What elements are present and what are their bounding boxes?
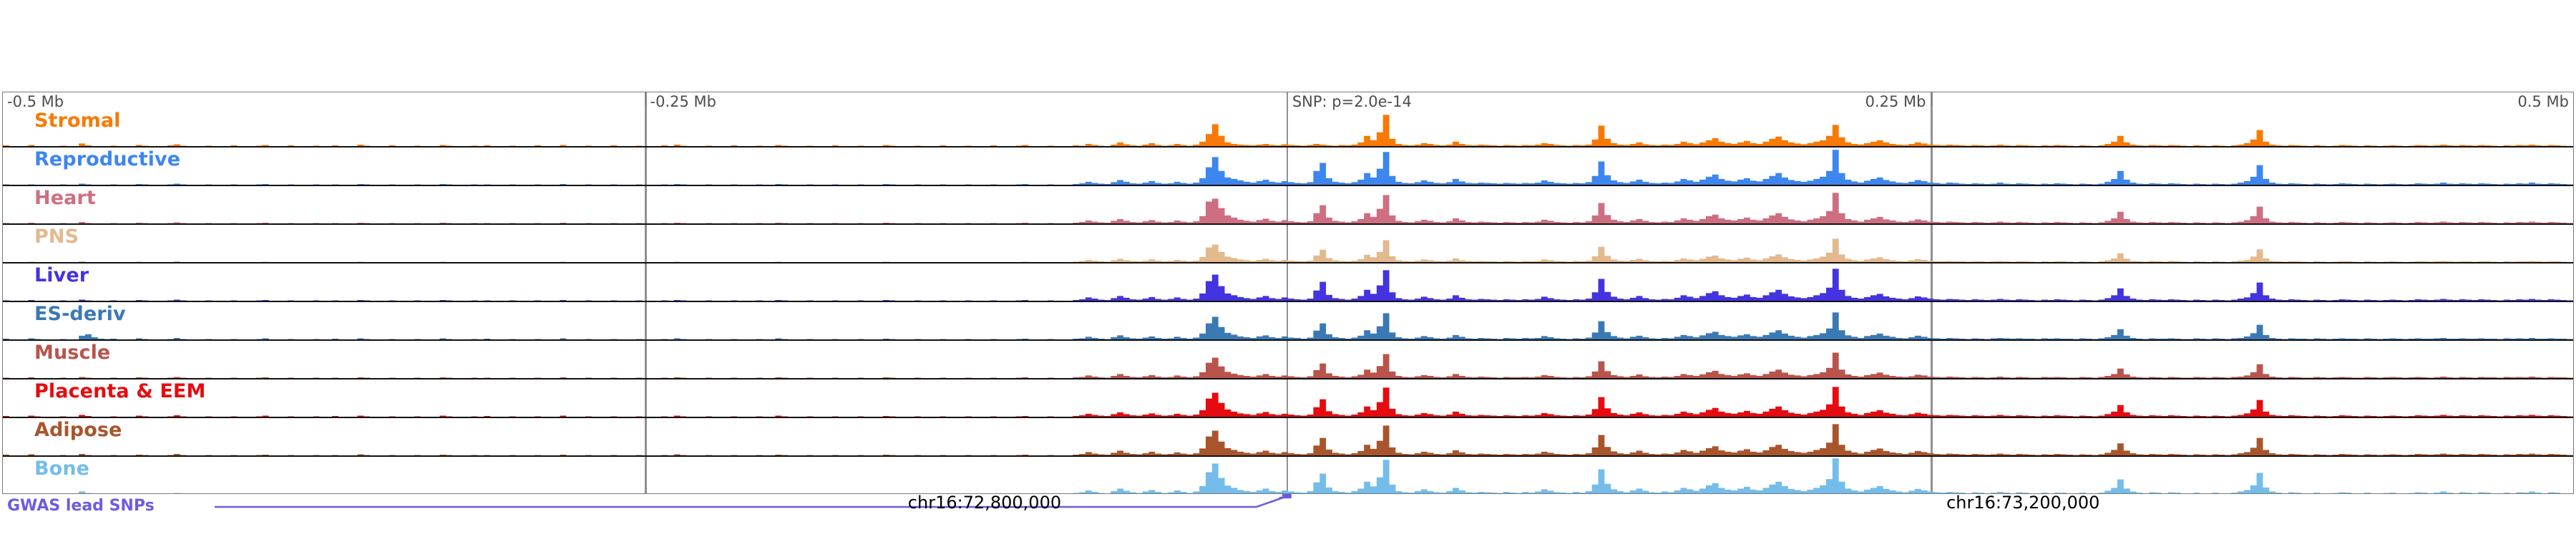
- track-separator: [3, 378, 2573, 379]
- gwas-track-label: GWAS lead SNPs: [7, 497, 155, 515]
- signal-track[interactable]: Bone: [3, 456, 2573, 493]
- track-separator: [3, 301, 2573, 302]
- vertical-guideline-quarter-tick: [1931, 92, 1933, 493]
- signal-waveform: [3, 417, 2573, 456]
- signal-track[interactable]: Muscle: [3, 340, 2573, 379]
- signal-waveform: [3, 108, 2573, 147]
- track-separator: [3, 262, 2573, 263]
- ruler-label: 0.5 Mb: [2517, 93, 2569, 110]
- gwas-lead-snps-track[interactable]: GWAS lead SNPs chr16:72,800,000 chr16:73,…: [0, 494, 2576, 537]
- signal-track[interactable]: Stromal: [3, 108, 2573, 147]
- signal-track[interactable]: ES-deriv: [3, 301, 2573, 340]
- track-label-es-deriv: ES-deriv: [34, 303, 126, 325]
- snp-pvalue-annotation: SNP: p=2.0e-14: [1292, 93, 1412, 110]
- signal-track[interactable]: Placenta & EEM: [3, 379, 2573, 417]
- genomic-coordinate-label: chr16:73,200,000: [1946, 493, 2100, 513]
- track-label-bone: Bone: [34, 458, 90, 480]
- ruler-label: -0.25 Mb: [650, 93, 716, 110]
- vertical-guideline-snp-position: [1286, 92, 1289, 493]
- signal-waveform: [3, 379, 2573, 417]
- track-separator: [3, 146, 2573, 147]
- signal-waveform: [3, 456, 2573, 493]
- track-separator: [3, 417, 2573, 418]
- vertical-guideline-quarter-tick: [645, 92, 647, 493]
- signal-track[interactable]: Liver: [3, 263, 2573, 301]
- gwas-lead-snp-marker[interactable]: [1282, 494, 1292, 498]
- ruler-label: 0.25 Mb: [1865, 93, 1926, 110]
- track-label-stromal: Stromal: [34, 110, 121, 132]
- signal-track[interactable]: Adipose: [3, 417, 2573, 456]
- ruler-label: -0.5 Mb: [7, 93, 64, 110]
- gwas-connector-line: [215, 495, 1286, 508]
- genomic-coordinate-label: chr16:72,800,000: [907, 493, 1062, 513]
- track-label-muscle: Muscle: [34, 342, 111, 364]
- track-separator: [3, 339, 2573, 341]
- signal-waveform: [3, 224, 2573, 263]
- track-label-reproductive: Reproductive: [34, 148, 181, 170]
- track-separator: [3, 185, 2573, 186]
- signal-track[interactable]: PNS: [3, 224, 2573, 263]
- track-label-pns: PNS: [34, 226, 79, 248]
- track-label-liver: Liver: [34, 264, 89, 286]
- signal-waveform: [3, 185, 2573, 224]
- signal-waveform: [3, 147, 2573, 185]
- track-separator: [3, 223, 2573, 225]
- signal-waveform: [3, 263, 2573, 301]
- signal-track[interactable]: Reproductive: [3, 147, 2573, 185]
- track-separator: [3, 455, 2573, 457]
- track-label-placenta-eem: Placenta & EEM: [34, 380, 206, 402]
- gwas-connector-graphic: [215, 494, 1292, 508]
- signal-waveform: [3, 301, 2573, 340]
- signal-waveform: [3, 340, 2573, 379]
- signal-track-panel[interactable]: -0.5 Mb -0.25 Mb 0.25 Mb 0.5 Mb Stromal Repr…: [2, 92, 2574, 494]
- track-label-adipose: Adipose: [34, 419, 122, 441]
- track-label-heart: Heart: [34, 187, 96, 209]
- signal-track[interactable]: Heart: [3, 185, 2573, 224]
